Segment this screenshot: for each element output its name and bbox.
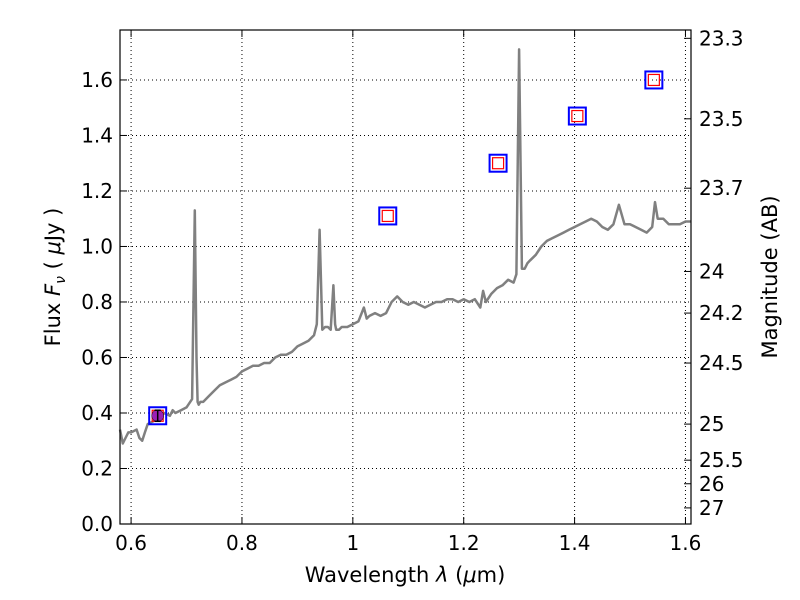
- y2-tick-label: 26: [699, 472, 724, 496]
- x-tick-label: 0.6: [115, 531, 147, 555]
- photometry-box: [148, 406, 168, 426]
- x-tick-label: 1.6: [670, 531, 702, 555]
- photometry-layer: [148, 70, 664, 426]
- x-tick-label: 0.8: [226, 531, 258, 555]
- y2-axis-label: Magnitude (AB): [758, 195, 782, 358]
- y-tick-label: 0.8: [81, 290, 113, 314]
- spectrum-line: [118, 48, 691, 445]
- y-tick-label: 1.6: [81, 68, 113, 92]
- spectrum-layer: [118, 48, 691, 445]
- photometry-box: [378, 206, 398, 226]
- x-tick-label: 1.2: [448, 531, 480, 555]
- plot-background: [120, 30, 691, 524]
- x-tick-label: 1: [346, 531, 359, 555]
- y-axis-label: Flux Fν ( μJy ): [41, 208, 69, 347]
- y-tick-label: 0.4: [81, 401, 113, 425]
- photometry-box: [567, 106, 587, 126]
- model-box: [647, 73, 660, 87]
- plot-frame: [119, 29, 692, 525]
- y2-tick-label: 23.3: [699, 26, 744, 50]
- ticks: 0.6 0.8 1 1.2 1.4 1.6 0.0 0.2 0.4 0.6 0.8 1.0 1.2 1.4…: [81, 26, 743, 555]
- x-tick-label: 1.4: [559, 531, 591, 555]
- y2-tick-label: 24.2: [699, 301, 744, 325]
- y2-tick-label: 25.5: [699, 448, 744, 472]
- x-axis-label: Wavelength λ (μm): [305, 563, 506, 587]
- y-tick-label: 1.4: [81, 123, 113, 147]
- model-box: [571, 109, 584, 123]
- model-box: [491, 157, 505, 170]
- y2-tick-label: 24.5: [699, 351, 744, 375]
- photometry-box: [644, 70, 664, 90]
- y-tick-label: 0.0: [81, 512, 113, 536]
- y-tick-label: 0.6: [81, 345, 113, 369]
- y-tick-label: 0.2: [81, 456, 113, 480]
- y2-tick-label: 24: [699, 259, 724, 283]
- y2-tick-label: 23.7: [699, 176, 744, 200]
- y2-tick-label: 25: [699, 412, 724, 436]
- y-tick-label: 1.0: [81, 234, 113, 258]
- y2-tick-label: 27: [699, 496, 724, 520]
- model-box: [381, 209, 394, 223]
- y-tick-label: 1.2: [81, 179, 113, 203]
- photometry-box: [488, 153, 508, 173]
- y2-tick-label: 23.5: [699, 107, 744, 131]
